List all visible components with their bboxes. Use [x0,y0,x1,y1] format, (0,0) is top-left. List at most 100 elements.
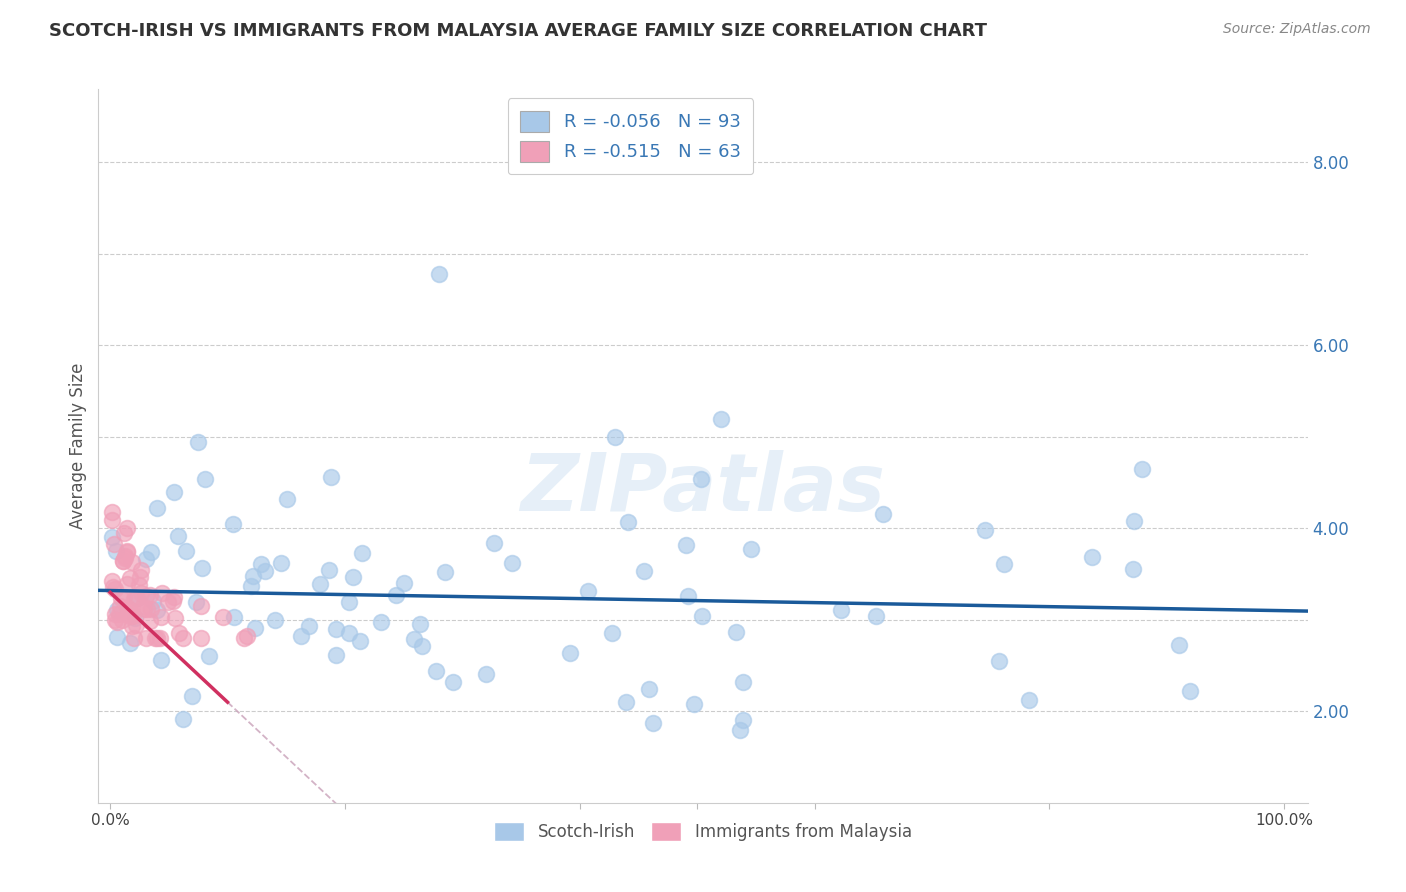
Point [167,626,190,640]
Point [710,411,733,425]
Point [1180,684,1202,698]
Point [114,550,136,565]
Point [576,583,599,598]
Point [318,563,340,577]
Point [678,589,700,603]
Point [124,618,146,632]
Point [617,515,640,529]
Point [150,610,173,624]
Point [163,611,186,625]
Point [683,697,706,711]
Point [149,631,172,645]
Point [125,591,148,606]
Point [731,713,754,727]
Point [501,556,523,570]
Point [143,631,166,645]
Point [402,632,425,647]
Point [1081,549,1104,564]
Point [167,528,190,542]
Point [1168,638,1191,652]
Point [297,619,319,633]
Point [232,631,254,645]
Point [392,575,415,590]
Point [103,537,125,551]
Point [129,563,152,577]
Text: Source: ZipAtlas.com: Source: ZipAtlas.com [1223,22,1371,37]
Point [115,577,138,591]
Point [117,601,139,615]
Point [139,614,162,628]
Point [101,581,124,595]
Point [263,614,285,628]
Point [101,574,124,589]
Point [163,485,186,500]
Point [425,664,447,678]
Point [993,558,1015,572]
Point [110,591,132,605]
Point [242,569,264,583]
Point [152,586,174,600]
Point [830,603,852,617]
Point [270,557,292,571]
Point [101,513,124,527]
Point [1130,462,1153,476]
Point [156,595,179,609]
Point [409,616,432,631]
Point [987,654,1010,668]
Point [475,667,498,681]
Point [145,631,167,645]
Point [337,595,360,609]
Point [112,591,135,605]
Legend: Scotch-Irish, Immigrants from Malaysia: Scotch-Irish, Immigrants from Malaysia [488,815,918,848]
Point [1018,692,1040,706]
Point [121,619,143,633]
Point [112,554,135,568]
Point [614,695,637,709]
Point [740,542,762,557]
Point [308,577,330,591]
Point [104,607,127,621]
Point [325,623,347,637]
Point [135,590,157,604]
Point [222,517,245,532]
Point [352,546,374,560]
Point [115,544,138,558]
Point [342,570,364,584]
Point [112,554,135,568]
Point [124,610,146,624]
Point [114,549,136,563]
Point [384,589,406,603]
Point [124,631,146,645]
Point [142,594,165,608]
Point [725,625,748,640]
Point [349,634,371,648]
Point [118,605,141,619]
Point [120,604,142,618]
Point [172,631,194,645]
Point [120,571,142,585]
Point [198,649,221,664]
Point [276,491,298,506]
Point [184,595,207,609]
Point [427,267,450,281]
Point [245,621,267,635]
Point [149,653,172,667]
Point [121,555,143,569]
Point [637,681,659,696]
Point [118,608,141,623]
Point [128,578,150,592]
Point [105,615,128,629]
Point [108,599,131,614]
Point [675,538,697,552]
Point [190,631,212,645]
Point [190,599,212,614]
Point [872,507,894,521]
Point [194,472,217,486]
Point [132,602,155,616]
Point [172,712,194,726]
Point [434,565,457,579]
Point [122,609,145,624]
Point [163,590,186,604]
Point [321,470,343,484]
Point [692,608,714,623]
